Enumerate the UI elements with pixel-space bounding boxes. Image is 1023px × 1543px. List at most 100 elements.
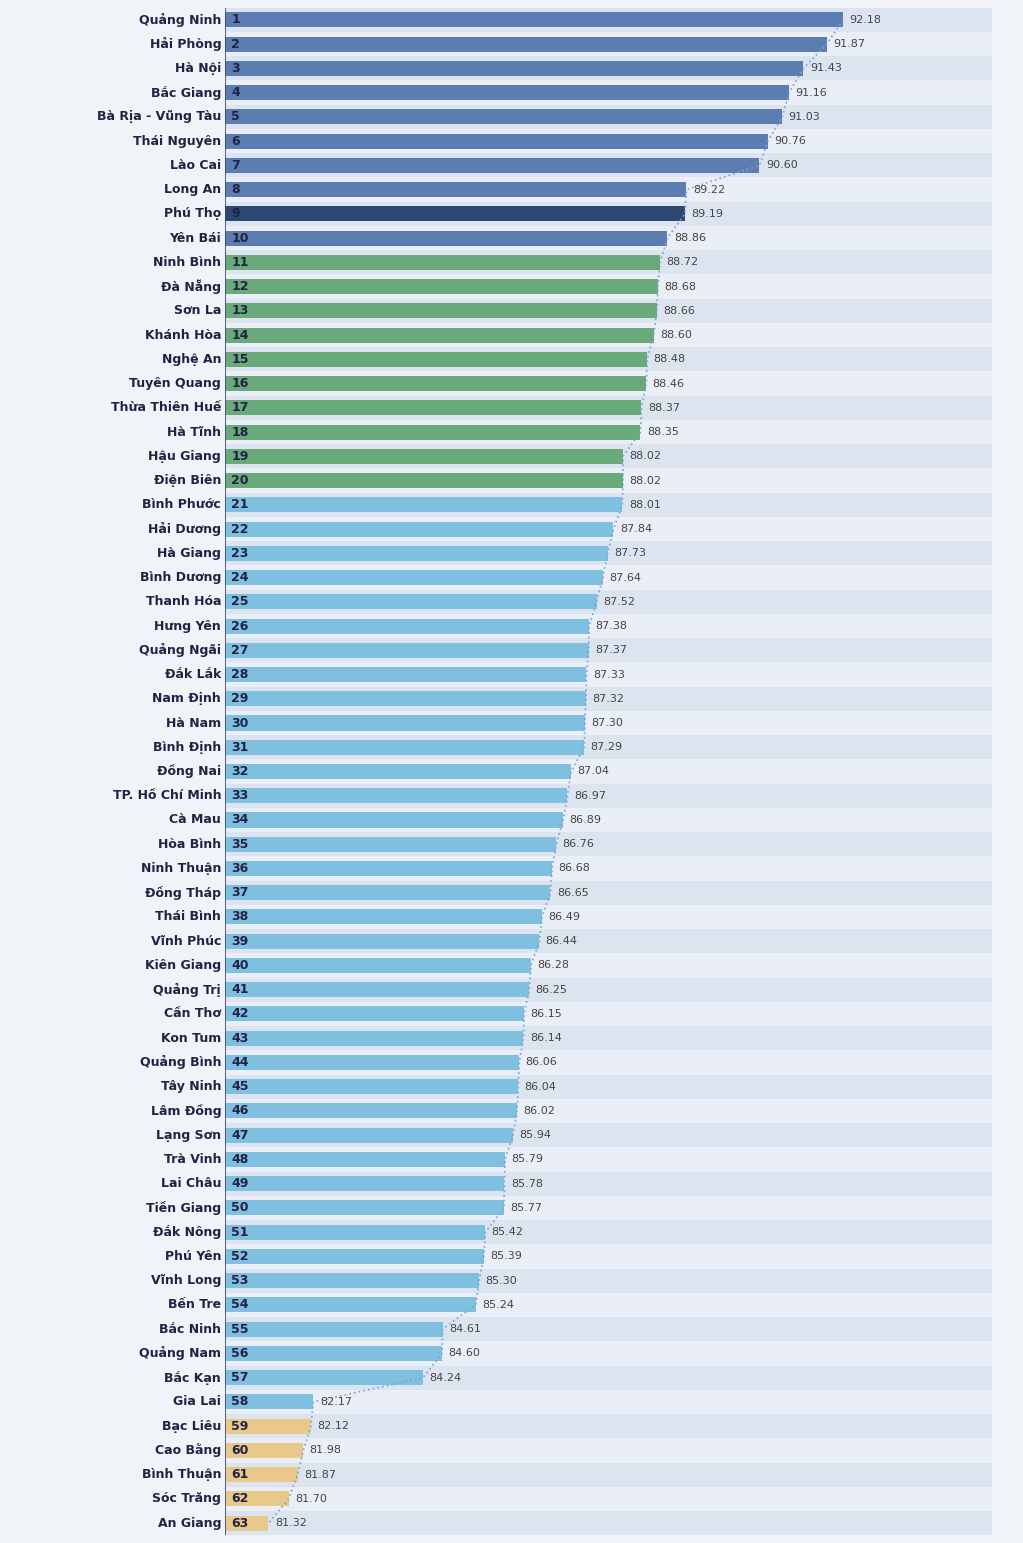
Bar (225, 1153, 505, 1167)
Text: Vĩnh Long: Vĩnh Long (150, 1275, 221, 1287)
Text: 22: 22 (231, 523, 249, 535)
Text: 53: 53 (231, 1275, 249, 1287)
Text: 15: 15 (231, 353, 249, 366)
Text: 82.17: 82.17 (320, 1396, 352, 1407)
Bar (225, 497, 622, 512)
Text: 16: 16 (231, 376, 249, 390)
Text: 63: 63 (231, 1517, 249, 1529)
Bar (225, 619, 589, 634)
Text: 35: 35 (231, 838, 249, 850)
Bar (225, 202, 1019, 225)
Text: 85.77: 85.77 (510, 1204, 542, 1213)
Bar (225, 1128, 513, 1143)
Text: 85.79: 85.79 (512, 1154, 543, 1165)
Text: Lai Châu: Lai Châu (161, 1177, 221, 1190)
Text: Quảng Nam: Quảng Nam (139, 1347, 221, 1361)
Text: 25: 25 (231, 596, 249, 608)
Text: 7: 7 (231, 159, 240, 171)
Text: 87.37: 87.37 (595, 645, 627, 656)
Text: 87.32: 87.32 (592, 694, 624, 704)
Bar (225, 1511, 1019, 1535)
Bar (225, 105, 1019, 130)
Text: Đắk Nông: Đắk Nông (153, 1225, 221, 1239)
Bar (225, 1200, 504, 1216)
Text: 86.02: 86.02 (524, 1106, 555, 1116)
Bar (225, 56, 1019, 80)
Text: 88.46: 88.46 (653, 378, 684, 389)
Bar (225, 1413, 1019, 1438)
Text: 87.84: 87.84 (620, 525, 652, 534)
Bar (225, 424, 640, 440)
Bar (225, 1099, 1019, 1123)
Text: 54: 54 (231, 1299, 249, 1312)
Text: 10: 10 (231, 231, 249, 244)
Bar (225, 764, 571, 779)
Text: Tuyên Quang: Tuyên Quang (130, 376, 221, 390)
Text: Thái Nguyên: Thái Nguyên (133, 134, 221, 148)
Text: Lâm Đồng: Lâm Đồng (150, 1103, 221, 1119)
Text: Gia Lai: Gia Lai (173, 1395, 221, 1409)
Text: 86.76: 86.76 (563, 839, 594, 849)
Text: 86.89: 86.89 (570, 815, 602, 826)
Bar (225, 225, 1019, 250)
Text: 43: 43 (231, 1032, 249, 1045)
Text: 90.76: 90.76 (774, 136, 806, 147)
Text: 34: 34 (231, 813, 249, 827)
Text: 30: 30 (231, 716, 249, 730)
Text: Hải Dương: Hải Dương (148, 522, 221, 535)
Text: 89.19: 89.19 (692, 208, 723, 219)
Text: 88.48: 88.48 (654, 355, 685, 364)
Bar (225, 352, 648, 367)
Bar (225, 327, 654, 343)
Bar (225, 517, 1019, 542)
Bar (225, 299, 1019, 322)
Text: Kon Tum: Kon Tum (161, 1032, 221, 1045)
Bar (225, 759, 1019, 784)
Bar (225, 230, 667, 245)
Text: Hà Giang: Hà Giang (158, 546, 221, 560)
Text: 87.30: 87.30 (591, 717, 623, 728)
Bar (225, 1074, 1019, 1099)
Text: 86.25: 86.25 (536, 984, 568, 995)
Text: 41: 41 (231, 983, 249, 997)
Text: 86.04: 86.04 (525, 1082, 557, 1092)
Text: Bình Dương: Bình Dương (140, 571, 221, 583)
Bar (225, 546, 608, 560)
Text: Hậu Giang: Hậu Giang (148, 451, 221, 463)
Text: 88.02: 88.02 (629, 451, 661, 461)
Text: 29: 29 (231, 693, 249, 705)
Text: 58: 58 (231, 1395, 249, 1409)
Text: Ninh Bình: Ninh Bình (153, 256, 221, 268)
Bar (225, 594, 596, 609)
Text: 88.37: 88.37 (648, 403, 680, 414)
Bar (225, 1051, 1019, 1074)
Text: 87.73: 87.73 (614, 548, 646, 559)
Text: TP. Hồ Chí Minh: TP. Hồ Chí Minh (113, 790, 221, 802)
Text: Hà Tĩnh: Hà Tĩnh (167, 426, 221, 438)
Text: Bình Thuận: Bình Thuận (142, 1469, 221, 1481)
Bar (225, 1438, 1019, 1463)
Text: 92.18: 92.18 (849, 15, 882, 25)
Bar (225, 474, 623, 488)
Text: Bắc Giang: Bắc Giang (150, 85, 221, 100)
Text: Thanh Hóa: Thanh Hóa (145, 596, 221, 608)
Bar (225, 1026, 1019, 1051)
Text: 81.87: 81.87 (304, 1469, 336, 1480)
Text: Cao Bằng: Cao Bằng (154, 1443, 221, 1458)
Text: 85.78: 85.78 (510, 1179, 543, 1188)
Text: 86.68: 86.68 (559, 864, 590, 873)
Text: 87.64: 87.64 (610, 572, 641, 583)
Text: 82.12: 82.12 (317, 1421, 349, 1432)
Bar (225, 250, 1019, 275)
Text: Đồng Nai: Đồng Nai (158, 764, 221, 779)
Bar (225, 856, 1019, 881)
Bar (225, 1318, 1019, 1341)
Text: 87.29: 87.29 (590, 742, 623, 753)
Text: 19: 19 (231, 451, 249, 463)
Bar (225, 739, 584, 755)
Text: 20: 20 (231, 474, 249, 488)
Text: Quảng Trị: Quảng Trị (153, 983, 221, 997)
Text: 32: 32 (231, 765, 249, 778)
Bar (225, 60, 803, 76)
Text: 88.68: 88.68 (664, 281, 697, 292)
